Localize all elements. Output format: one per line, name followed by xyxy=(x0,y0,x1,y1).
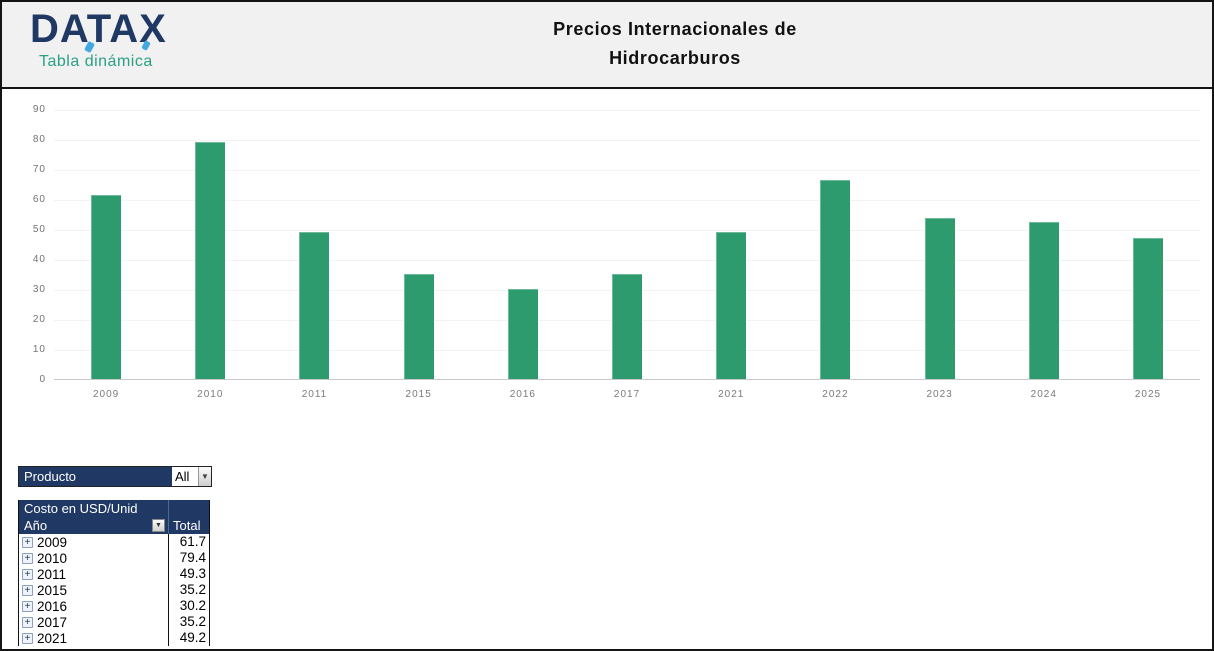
x-tick: 2016 xyxy=(509,389,536,400)
x-tick: 2021 xyxy=(718,389,745,400)
pivot-header-row-1: Costo en USD/Unid xyxy=(19,500,209,517)
chevron-down-icon: ▼ xyxy=(155,522,162,529)
expand-icon[interactable]: + xyxy=(22,584,33,596)
year-filter-dropdown-button[interactable]: ▼ xyxy=(152,519,165,532)
y-tick: 20 xyxy=(32,314,46,325)
year-cell: + 2011 xyxy=(19,566,168,582)
total-cell: 49.3 xyxy=(168,566,209,582)
x-tick: 2023 xyxy=(926,389,953,400)
pivot-row-header-cell: Año ▼ xyxy=(19,517,168,534)
producto-filter-label: Producto xyxy=(19,467,172,486)
bar-2024[interactable] xyxy=(1028,222,1059,379)
x-tick: 2022 xyxy=(822,389,849,400)
total-cell: 61.7 xyxy=(168,534,209,550)
producto-filter: Producto All ▼ xyxy=(18,466,212,487)
producto-filter-dropdown-button[interactable]: ▼ xyxy=(198,467,211,486)
x-tick: 2011 xyxy=(301,389,328,400)
year-cell: + 2016 xyxy=(19,598,168,614)
bar-2023[interactable] xyxy=(924,217,955,379)
x-tick: 2015 xyxy=(405,389,432,400)
datax-logo: DATAX Tabla dinámica xyxy=(30,8,167,71)
pivot-total-header-cell: Total xyxy=(168,517,209,534)
year-label: 2016 xyxy=(37,598,68,614)
pivot-table: Costo en USD/Unid Año ▼ Total + 2009 61.… xyxy=(18,500,210,646)
y-tick: 90 xyxy=(32,104,46,115)
page-title-line2: Hidrocarburos xyxy=(609,48,741,68)
x-tick: 2024 xyxy=(1030,389,1057,400)
expand-icon[interactable]: + xyxy=(22,568,33,580)
x-axis: 2009 2010 2011 2015 2016 2017 2021 2022 … xyxy=(54,389,1200,400)
x-tick: 2017 xyxy=(613,389,641,400)
y-tick: 50 xyxy=(32,224,46,235)
year-cell: + 2021 xyxy=(19,630,168,646)
pivot-row-header-label: Año xyxy=(24,518,48,533)
pivot-header-row-2: Año ▼ Total xyxy=(19,517,209,534)
bar-2016[interactable] xyxy=(507,288,538,379)
chart-plot-area xyxy=(54,110,1200,380)
table-row[interactable]: + 2009 61.7 xyxy=(19,534,209,550)
bar-2011[interactable] xyxy=(299,231,330,379)
x-tick: 2025 xyxy=(1134,389,1162,400)
table-row[interactable]: + 2017 35.2 xyxy=(19,614,209,630)
bar-2010[interactable] xyxy=(195,141,226,379)
producto-filter-value[interactable]: All xyxy=(172,467,198,486)
expand-icon[interactable]: + xyxy=(22,616,33,628)
bar-2009[interactable] xyxy=(91,194,122,379)
total-cell: 35.2 xyxy=(168,614,209,630)
y-tick: 10 xyxy=(32,344,46,355)
y-tick: 70 xyxy=(32,164,46,175)
year-cell: + 2017 xyxy=(19,614,168,630)
year-cell: + 2015 xyxy=(19,582,168,598)
x-tick: 2009 xyxy=(92,389,120,400)
bar-2022[interactable] xyxy=(820,179,851,379)
page-title: Precios Internacionales de Hidrocarburos xyxy=(553,15,797,73)
x-tick: 2010 xyxy=(197,389,224,400)
year-label: 2017 xyxy=(37,614,68,630)
expand-icon[interactable]: + xyxy=(22,536,33,548)
y-tick: 80 xyxy=(32,134,46,145)
bar-2021[interactable] xyxy=(716,231,747,379)
bar-2017[interactable] xyxy=(612,273,643,379)
page-title-line1: Precios Internacionales de xyxy=(553,19,797,39)
year-cell: + 2010 xyxy=(19,550,168,566)
total-cell: 79.4 xyxy=(168,550,209,566)
y-tick: 60 xyxy=(32,194,46,205)
logo-subtitle: Tabla dinámica xyxy=(39,53,153,70)
chevron-down-icon: ▼ xyxy=(201,472,209,481)
year-cell: + 2009 xyxy=(19,534,168,550)
year-label: 2009 xyxy=(37,534,68,550)
table-row[interactable]: + 2016 30.2 xyxy=(19,598,209,614)
total-cell: 49.2 xyxy=(168,630,209,646)
bar-2025[interactable] xyxy=(1132,237,1163,379)
bar-chart: 90 80 70 60 50 40 30 20 10 0 xyxy=(10,91,1208,400)
table-row[interactable]: + 2015 35.2 xyxy=(19,582,209,598)
bar-2015[interactable] xyxy=(403,273,434,379)
y-tick: 30 xyxy=(32,284,46,295)
total-cell: 30.2 xyxy=(168,598,209,614)
pivot-empty-header-cell xyxy=(168,500,209,517)
expand-icon[interactable]: + xyxy=(22,632,33,644)
total-cell: 35.2 xyxy=(168,582,209,598)
table-row[interactable]: + 2021 49.2 xyxy=(19,630,209,646)
y-tick: 40 xyxy=(32,254,46,265)
expand-icon[interactable]: + xyxy=(22,600,33,612)
header: DATAX Tabla dinámica Precios Internacion… xyxy=(2,2,1212,89)
year-label: 2010 xyxy=(37,550,68,566)
table-row[interactable]: + 2010 79.4 xyxy=(19,550,209,566)
year-label: 2015 xyxy=(37,582,68,598)
pivot-title-cell: Costo en USD/Unid xyxy=(24,501,138,516)
year-label: 2011 xyxy=(37,566,67,582)
expand-icon[interactable]: + xyxy=(22,552,33,564)
table-row[interactable]: + 2011 49.3 xyxy=(19,566,209,582)
y-tick: 0 xyxy=(39,374,46,385)
year-label: 2021 xyxy=(37,630,68,646)
sheet-area: 90 80 70 60 50 40 30 20 10 0 xyxy=(2,89,1212,647)
